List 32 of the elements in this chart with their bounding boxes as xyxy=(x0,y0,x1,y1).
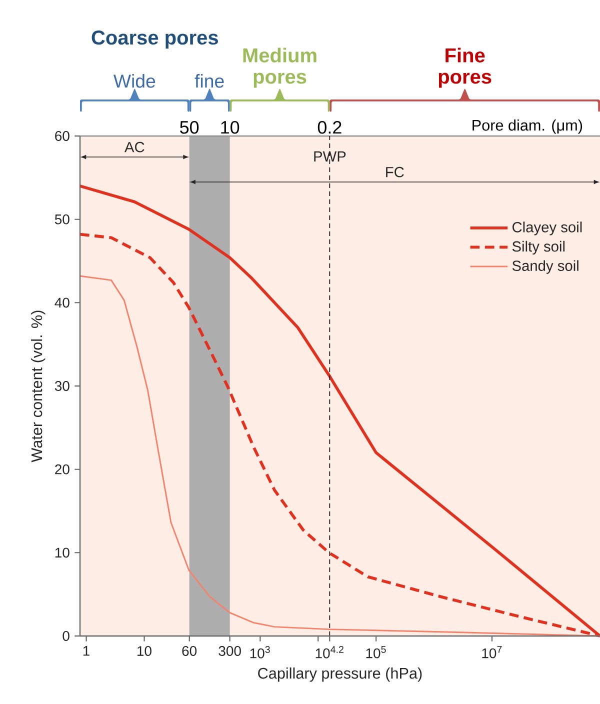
y-tick-label: 10 xyxy=(55,548,70,558)
annotation: 50 xyxy=(180,120,199,134)
x-tick-label: 10$^{3}$ xyxy=(250,646,270,658)
annotation: FC xyxy=(386,166,404,178)
legend-label: Sandy soil xyxy=(512,260,578,274)
x-tick-label: 1 xyxy=(83,646,90,656)
text: Coarse pores xyxy=(92,30,218,49)
x-tick-label: 10$^{4.2}$ xyxy=(316,646,344,658)
text: Pore diam. (μm) xyxy=(472,119,582,134)
x-tick-label: 10 xyxy=(137,646,152,656)
text: Wide xyxy=(113,74,156,88)
ref-line-label: PWP xyxy=(314,151,346,162)
text: fine xyxy=(194,74,224,88)
text: Fine pores xyxy=(438,48,492,88)
text: Medium pores xyxy=(243,48,316,88)
y-axis-title: Water content (vol. %) xyxy=(30,310,46,462)
y-tick-label: 50 xyxy=(54,214,70,224)
legend-label: Clayey soil xyxy=(512,222,582,236)
y-tick-label: 0 xyxy=(62,631,70,641)
annotation: 0.2 xyxy=(318,120,342,134)
legend-label: Silty soil xyxy=(512,240,565,255)
annotation: 10 xyxy=(221,120,240,134)
x-tick-label: 10$^{7}$ xyxy=(482,646,502,658)
y-tick-label: 40 xyxy=(54,298,70,308)
y-tick-label: 30 xyxy=(54,381,70,391)
y-tick-label: 60 xyxy=(55,131,70,141)
y-tick-label: 20 xyxy=(55,464,70,474)
x-tick-label: 10$^{5}$ xyxy=(366,646,386,658)
x-axis-title: Capillary pressure (hPa) xyxy=(258,667,422,682)
annotation: AC xyxy=(124,142,144,152)
x-tick-label: 60 xyxy=(182,646,197,656)
x-tick-label: 300 xyxy=(218,646,241,656)
